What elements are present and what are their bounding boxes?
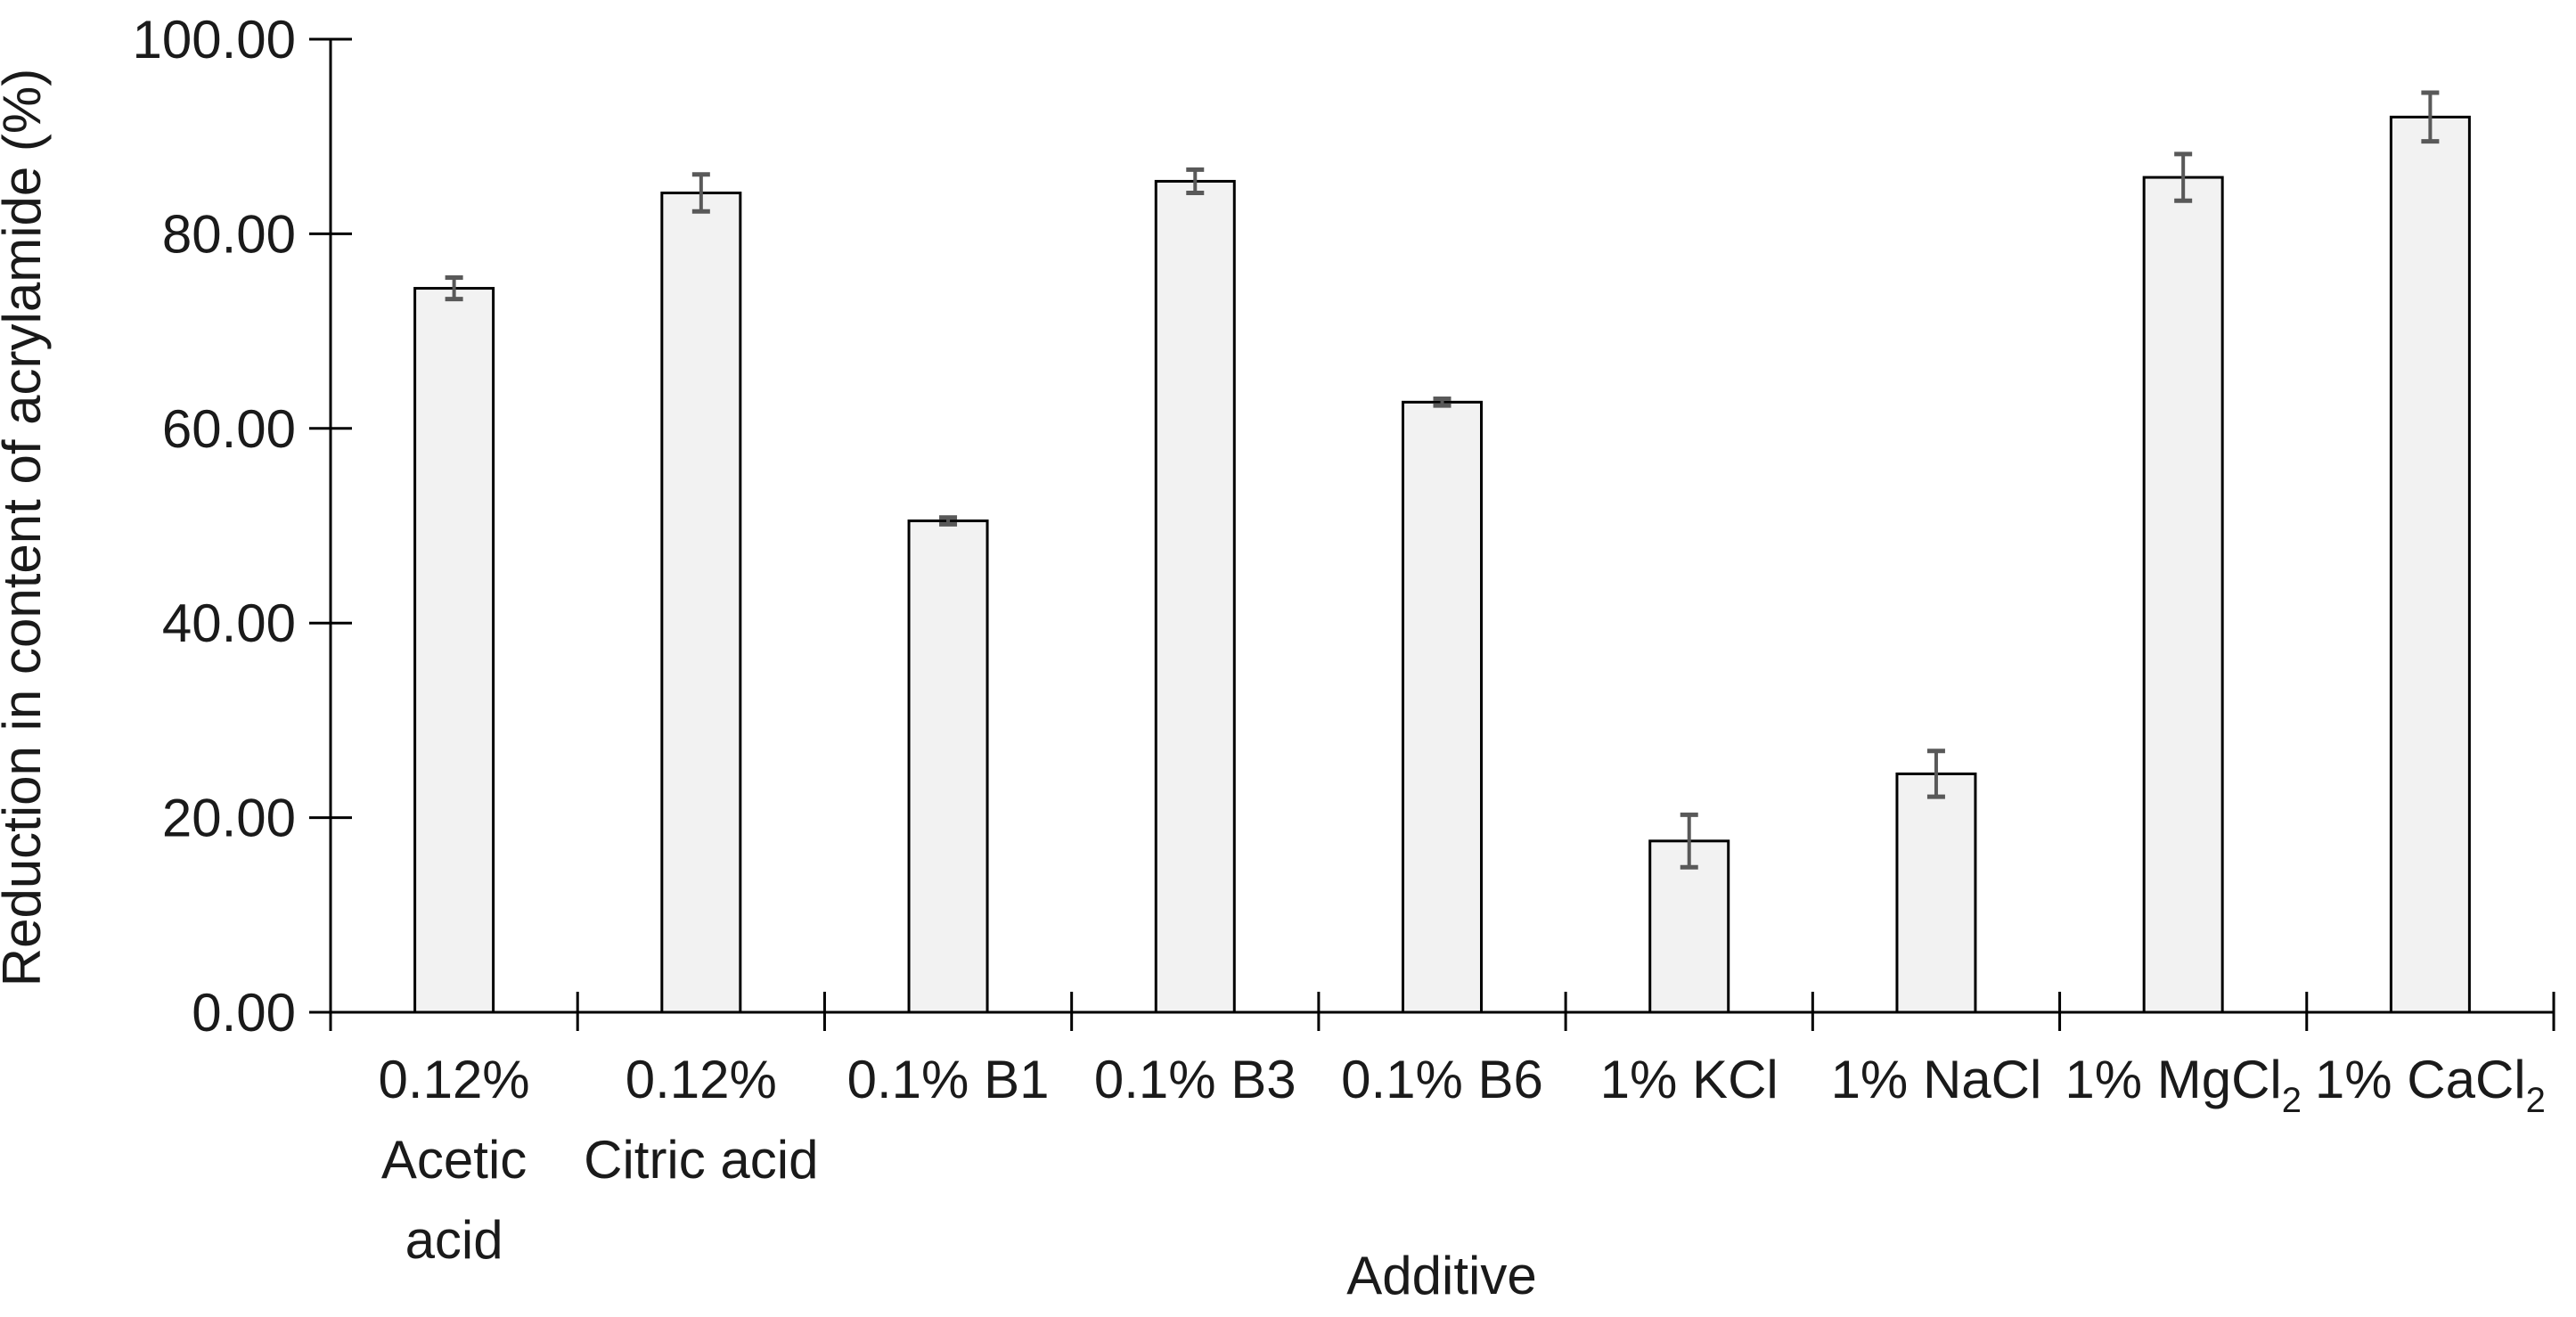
x-category-label: 0.1% B1 [847,1050,1050,1109]
bar [1895,772,1977,1014]
bar [2142,176,2224,1014]
x-category-label: 1% MgCl2 [2065,1050,2302,1120]
x-category-label: 1% NaCl [1831,1050,2042,1109]
y-tick-label: 100.00 [132,10,296,70]
bar [413,287,495,1014]
x-category-label: Citric acid [584,1130,818,1190]
x-category-label: 1% KCl [1600,1050,1779,1109]
bar [1648,839,1730,1014]
y-tick-label: 80.00 [162,204,296,264]
x-category-label: 0.1% B6 [1341,1050,1543,1109]
x-category-label: 1% CaCl2 [2315,1050,2546,1120]
y-axis-title: Reduction in content of acrylamide (%) [0,69,52,987]
y-tick-label: 40.00 [162,593,296,653]
x-category-label: 0.1% B3 [1094,1050,1296,1109]
x-category-label: acid [405,1210,503,1270]
bar [1402,400,1483,1014]
x-category-label: Acetic [381,1130,527,1190]
x-axis-title: Additive [1346,1246,1536,1305]
x-category-label: 0.12% [379,1050,530,1109]
bar [907,519,989,1014]
y-tick-label: 20.00 [162,789,296,848]
y-tick-label: 0.00 [192,983,296,1043]
bar [660,192,742,1014]
y-tick-label: 60.00 [162,399,296,459]
x-category-label: 0.12% [626,1050,777,1109]
bar [2389,115,2471,1014]
bar [1154,179,1236,1014]
